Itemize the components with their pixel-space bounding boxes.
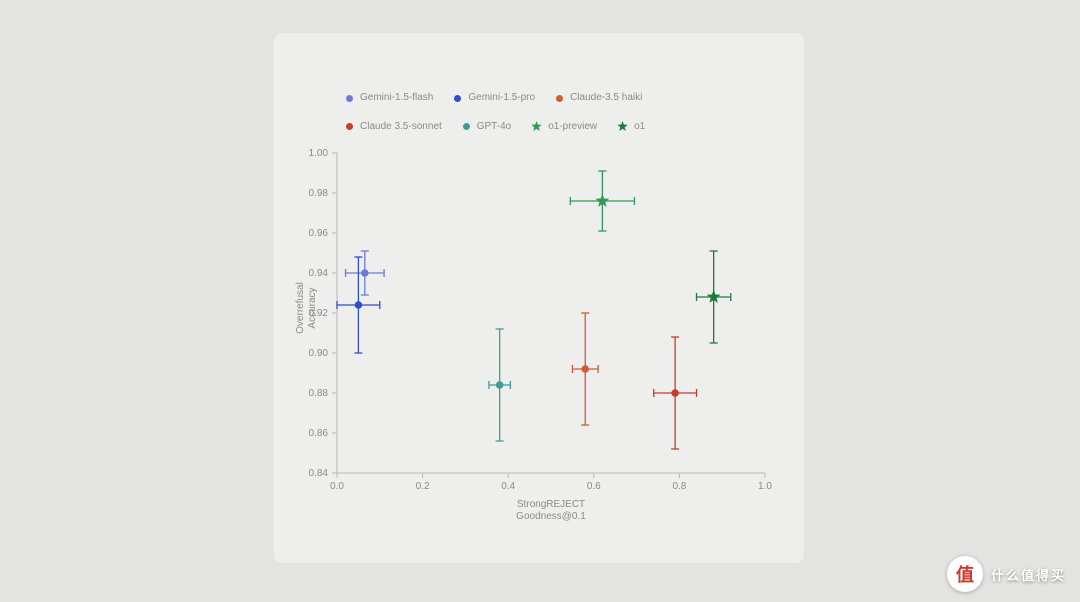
dot-icon [555,94,564,103]
legend-item: Claude 3.5-sonnet [345,122,442,132]
data-point [581,365,589,373]
legend-item: o1-preview [531,121,597,132]
y-tick-label: 0.98 [309,188,329,199]
legend-item: Gemini-1.5-flash [345,93,433,103]
watermark-badge-text: 值 [956,561,974,587]
x-axis-title-line1: StrongREJECT [337,499,765,511]
data-point [496,381,504,389]
y-tick-label: 0.86 [309,428,329,439]
x-axis-title-line2: Goodness@0.1 [337,511,765,523]
y-tick-label: 0.90 [309,348,329,359]
legend-item-label: o1 [634,122,645,132]
y-tick-label: 1.00 [309,148,329,159]
legend-item-label: GPT-4o [477,122,511,132]
page: Gemini-1.5-flash Gemini-1.5-pro Claude-3.5… [0,0,1080,602]
data-point [671,389,679,397]
legend: Gemini-1.5-flash Gemini-1.5-pro Claude-3.5… [345,93,735,132]
x-tick-label: 0.6 [587,481,601,492]
watermark: 值 什么值得买 [947,556,1066,592]
y-axis-title: Overrefusal Accuracy [295,268,319,348]
plot-area: 0.00.20.40.60.81.00.840.860.880.900.920.… [337,153,765,473]
x-tick-label: 0.0 [330,481,344,492]
legend-item: Gemini-1.5-pro [453,93,535,103]
dot-icon [453,94,462,103]
y-axis-title-line1: Overrefusal [295,268,307,348]
dot-icon [345,94,354,103]
legend-item: Claude-3.5 haiki [555,93,642,103]
legend-item-label: Gemini-1.5-flash [360,93,433,103]
y-tick-label: 0.84 [309,468,329,479]
star-icon [617,121,628,132]
x-axis-title: StrongREJECT Goodness@0.1 [337,499,765,523]
legend-item-label: Claude 3.5-sonnet [360,122,442,132]
watermark-badge: 值 [947,556,983,592]
x-tick-label: 0.8 [672,481,686,492]
data-point [361,269,369,277]
dot-icon [345,122,354,131]
y-tick-label: 0.88 [309,388,329,399]
x-tick-label: 0.4 [501,481,515,492]
chart-svg: 0.00.20.40.60.81.00.840.860.880.900.920.… [337,153,765,473]
data-point [355,301,363,309]
legend-item: GPT-4o [462,122,511,132]
x-tick-label: 1.0 [758,481,772,492]
legend-item: o1 [617,121,645,132]
x-tick-label: 0.2 [416,481,430,492]
legend-item-label: o1-preview [548,122,597,132]
legend-item-label: Gemini-1.5-pro [468,93,535,103]
watermark-text: 什么值得买 [991,565,1066,584]
y-tick-label: 0.96 [309,228,329,239]
dot-icon [462,122,471,131]
legend-item-label: Claude-3.5 haiki [570,93,642,103]
y-axis-title-line2: Accuracy [307,268,319,348]
star-icon [531,121,542,132]
